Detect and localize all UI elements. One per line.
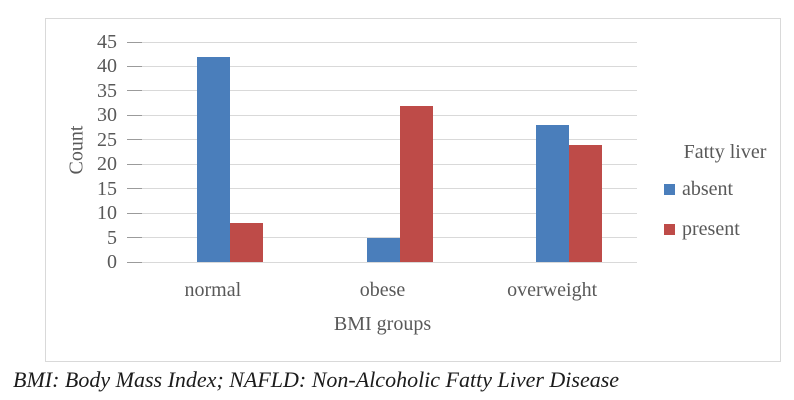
gridline	[127, 163, 637, 165]
gridline	[127, 261, 637, 263]
legend-item-present: present	[658, 219, 792, 239]
y-axis-tick	[127, 237, 142, 239]
x-axis-category-label: overweight	[507, 279, 598, 301]
legend: Fatty liver absent present	[658, 141, 792, 259]
bar-absent-overweight	[536, 125, 570, 262]
x-axis-title: BMI groups	[333, 313, 432, 335]
bar-absent-normal	[196, 56, 230, 262]
figure-caption: BMI: Body Mass Index; NAFLD: Non-Alcohol…	[13, 367, 620, 392]
y-axis-tick-label: 25	[97, 128, 117, 151]
y-axis-tick-label: 45	[97, 31, 117, 53]
y-axis-tick	[127, 261, 142, 263]
y-axis-tick-label: 35	[97, 79, 117, 102]
y-axis-tick-label: 40	[97, 55, 117, 78]
x-axis-category-label: obese	[359, 279, 406, 301]
y-axis-tick	[127, 212, 142, 214]
y-axis-tick-label: 20	[97, 153, 117, 176]
gridline	[127, 90, 637, 92]
y-axis-tick	[127, 41, 142, 43]
bar-present-normal	[229, 222, 263, 262]
legend-label: absent	[682, 178, 734, 200]
y-axis-tick-label: 10	[97, 202, 117, 225]
bar-present-overweight	[569, 144, 603, 262]
gridline	[127, 212, 637, 214]
y-axis-tick-label: 15	[97, 177, 117, 200]
y-axis-tick	[127, 114, 142, 116]
y-axis-tick	[127, 90, 142, 92]
bar-present-obese	[399, 105, 433, 262]
legend-item-absent: absent	[658, 179, 792, 199]
bar-absent-obese	[366, 237, 400, 262]
gridline	[127, 139, 637, 141]
gridline	[127, 65, 637, 67]
y-axis-tick	[127, 163, 142, 165]
x-axis-category-label: normal	[184, 279, 242, 301]
legend-title: Fatty liver	[683, 141, 767, 163]
y-axis-tick-label: 5	[107, 226, 117, 249]
y-axis-tick-label: 0	[107, 251, 117, 273]
y-axis-tick	[127, 188, 142, 190]
legend-swatch-icon	[664, 223, 675, 235]
y-axis-tick-label: 30	[97, 104, 117, 127]
gridline	[127, 114, 637, 116]
legend-label: present	[682, 218, 740, 240]
y-axis-title: Count	[65, 125, 88, 175]
y-axis-tick	[127, 65, 142, 67]
legend-swatch-icon	[664, 183, 675, 195]
gridline	[127, 188, 637, 190]
y-axis-tick	[127, 139, 142, 141]
gridline	[127, 41, 637, 43]
legend-items: absent present	[658, 179, 792, 239]
